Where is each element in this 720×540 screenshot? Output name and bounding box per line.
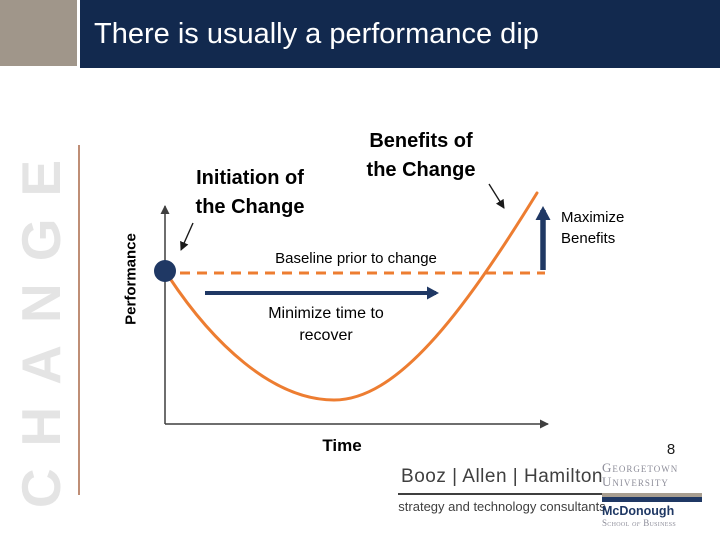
school-of-business-line: School of Business <box>602 518 704 528</box>
header-accent-square <box>0 0 77 66</box>
baseline-label: Baseline prior to change <box>275 250 437 267</box>
benefits-label: Benefits of the Change <box>366 130 476 181</box>
benefits-pointer-arrow <box>488 183 505 209</box>
maximize-benefits-label: Maximize Benefits <box>561 209 625 247</box>
business-word: Business <box>643 517 676 528</box>
y-axis-label: Performance <box>122 233 140 325</box>
georgetown-line1: Georgetown <box>602 460 679 475</box>
mcdonough-name: McDonough <box>602 503 675 518</box>
performance-curve <box>167 191 539 402</box>
georgetown-line2: University <box>602 474 669 490</box>
booz-allen-hamilton-logo: Booz | Allen | Hamilton strategy and tec… <box>398 466 606 514</box>
georgetown-bar-tan <box>602 492 702 497</box>
y-axis-label-wrap: Performance <box>117 227 145 331</box>
vertical-accent-line <box>78 145 80 495</box>
initiation-label: Initiation of the Change <box>195 167 305 218</box>
booz-allen-hamilton-tagline: strategy and technology consultants <box>398 499 606 514</box>
x-axis-label: Time <box>322 436 362 455</box>
school-word: School <box>602 517 630 528</box>
of-word: of <box>632 517 641 528</box>
page-number: 8 <box>666 441 676 458</box>
title-bar: There is usually a performance dip <box>80 0 720 68</box>
page-title: There is usually a performance dip <box>94 17 539 50</box>
georgetown-logo: Georgetown University McDonough School o… <box>602 460 704 528</box>
minimize-time-label: Minimize time to recover <box>268 305 384 344</box>
georgetown-bar-navy <box>602 496 702 502</box>
booz-allen-hamilton-name: Booz | Allen | Hamilton <box>398 466 606 495</box>
initiation-pointer-arrow <box>180 222 194 251</box>
change-start-dot <box>154 260 176 282</box>
georgetown-bar <box>602 492 702 502</box>
